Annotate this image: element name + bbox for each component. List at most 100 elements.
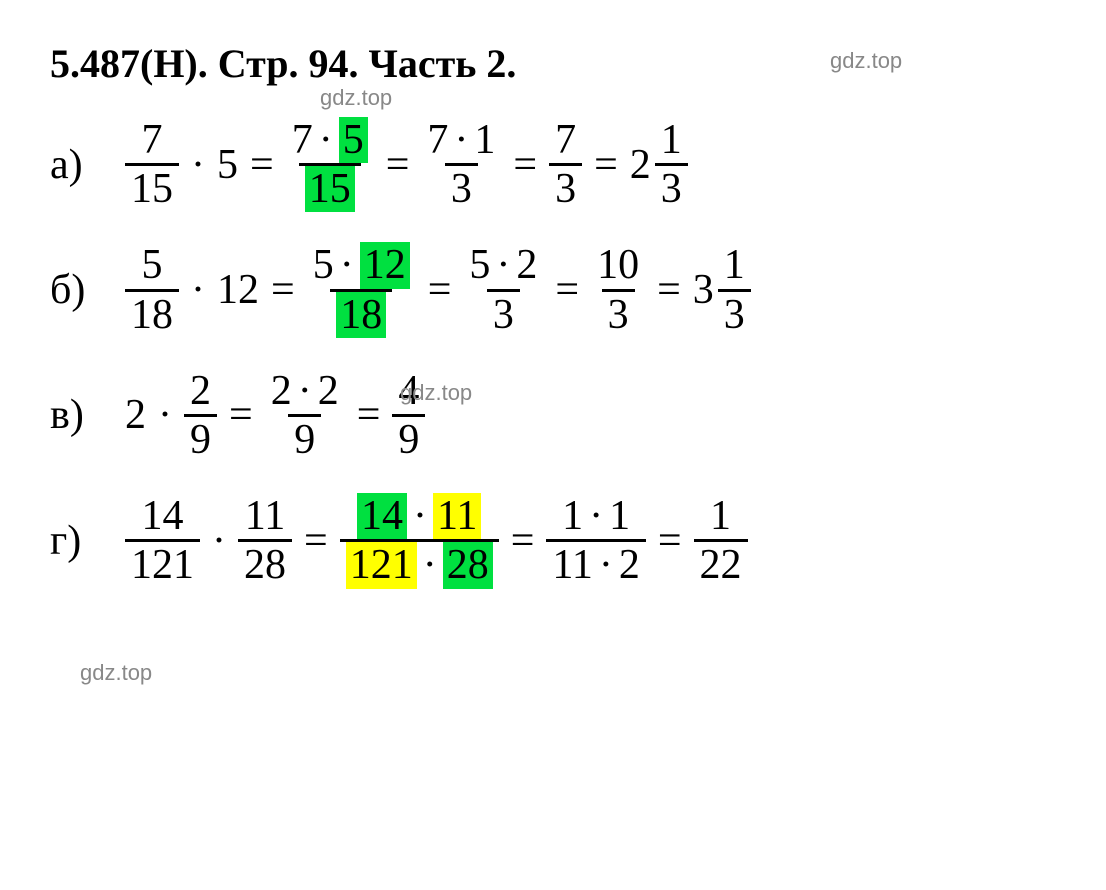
denominator: 15	[125, 163, 179, 212]
watermark: gdz.top	[320, 85, 392, 111]
fraction: 5 · 2 3	[463, 242, 543, 337]
equals-sign: =	[513, 141, 537, 189]
highlighted-number: 15	[305, 166, 355, 212]
problem-header: 5.487(Н). Стр. 94. Часть 2.	[50, 40, 1056, 87]
equation-d: 14 121 · 11 28 = 14 · 11 121 · 28 = 1 ·	[125, 493, 748, 588]
num-part: 1	[562, 493, 583, 539]
denominator: 22	[694, 539, 748, 588]
fraction: 5 18	[125, 242, 179, 337]
equals-sign: =	[594, 141, 618, 189]
numerator: 1	[655, 117, 688, 163]
equals-sign: =	[657, 266, 681, 314]
denominator: 121	[125, 539, 200, 588]
fraction: 5 · 12 18	[307, 242, 416, 337]
numerator: 14	[136, 493, 190, 539]
equals-sign: =	[511, 517, 535, 565]
den-part: 2	[619, 542, 640, 588]
num-part: 7	[427, 117, 448, 163]
fraction: 1 22	[694, 493, 748, 588]
watermark: gdz.top	[830, 48, 902, 74]
highlighted-number: 14	[357, 493, 407, 539]
denominator: 3	[602, 289, 635, 338]
problem-label: а)	[50, 141, 110, 189]
denominator: 9	[288, 414, 321, 463]
fraction: 7 15	[125, 117, 179, 212]
watermark: gdz.top	[80, 660, 152, 686]
numerator: 5 · 12	[307, 242, 416, 288]
equals-sign: =	[229, 391, 253, 439]
denominator: 3	[718, 289, 751, 338]
denominator: 3	[445, 163, 478, 212]
whole-part: 3	[693, 266, 714, 314]
numerator: 14 · 11	[351, 493, 487, 539]
numerator: 5 · 2	[463, 242, 543, 288]
fraction: 7 · 5 15	[286, 117, 374, 212]
fraction: 2 9	[184, 368, 217, 463]
dot-operator: ·	[599, 542, 613, 588]
denominator: 3	[487, 289, 520, 338]
fraction: 11 28	[238, 493, 292, 588]
equals-sign: =	[357, 391, 381, 439]
fraction: 7 3	[549, 117, 582, 212]
denominator: 3	[655, 163, 688, 212]
numerator: 2 · 2	[265, 368, 345, 414]
denominator: 9	[392, 414, 425, 463]
dot-operator: ·	[158, 391, 172, 439]
mixed-number: 2 1 3	[630, 117, 688, 212]
dot-operator: ·	[589, 493, 603, 539]
watermark: gdz.top	[400, 380, 472, 406]
num-part: 2	[318, 368, 339, 414]
fraction: 2 · 2 9	[265, 368, 345, 463]
fraction: 1 3	[718, 242, 751, 337]
problem-label: б)	[50, 266, 110, 314]
highlighted-number: 12	[360, 242, 410, 288]
num-part: 1	[609, 493, 630, 539]
dot-operator: ·	[212, 517, 226, 565]
den-part: 11	[552, 542, 592, 588]
dot-operator: ·	[298, 368, 312, 414]
problem-label: г)	[50, 517, 110, 565]
num-part: 5	[313, 242, 334, 288]
dot-operator: ·	[191, 141, 205, 189]
integer: 12	[217, 266, 259, 314]
numerator: 7 · 1	[421, 117, 501, 163]
dot-operator: ·	[423, 542, 437, 588]
problem-d: г) 14 121 · 11 28 = 14 · 11 121 · 28 =	[50, 493, 1056, 588]
num-part: 2	[271, 368, 292, 414]
num-part: 7	[292, 117, 313, 163]
denominator: 15	[299, 163, 361, 212]
denominator: 18	[330, 289, 392, 338]
equation-b: 5 18 · 12 = 5 · 12 18 = 5 · 2 3 =	[125, 242, 751, 337]
num-part: 1	[474, 117, 495, 163]
num-part: 2	[516, 242, 537, 288]
num-part: 5	[469, 242, 490, 288]
numerator: 1 · 1	[556, 493, 636, 539]
integer: 5	[217, 141, 238, 189]
numerator: 7 · 5	[286, 117, 374, 163]
highlighted-number: 18	[336, 292, 386, 338]
dot-operator: ·	[413, 493, 427, 539]
page-reference: Стр. 94.	[218, 41, 359, 86]
numerator: 11	[239, 493, 291, 539]
fraction: 10 3	[591, 242, 645, 337]
dot-operator: ·	[340, 242, 354, 288]
fraction: 1 · 1 11 · 2	[546, 493, 645, 588]
dot-operator: ·	[496, 242, 510, 288]
fraction: 14 121	[125, 493, 200, 588]
mixed-number: 3 1 3	[693, 242, 751, 337]
equals-sign: =	[386, 141, 410, 189]
numerator: 2	[184, 368, 217, 414]
numerator: 1	[704, 493, 737, 539]
problem-a: а) 7 15 · 5 = 7 · 5 15 = 7 · 1 3	[50, 117, 1056, 212]
highlighted-number: 28	[443, 542, 493, 588]
dot-operator: ·	[191, 266, 205, 314]
denominator: 11 · 2	[546, 539, 645, 588]
equation-c: 2 · 2 9 = 2 · 2 9 = 4 9	[125, 368, 425, 463]
problem-b: б) 5 18 · 12 = 5 · 12 18 = 5 · 2 3	[50, 242, 1056, 337]
problem-label: в)	[50, 391, 110, 439]
numerator: 7	[136, 117, 169, 163]
dot-operator: ·	[454, 117, 468, 163]
equals-sign: =	[304, 517, 328, 565]
denominator: 3	[549, 163, 582, 212]
highlighted-number: 121	[346, 542, 417, 588]
